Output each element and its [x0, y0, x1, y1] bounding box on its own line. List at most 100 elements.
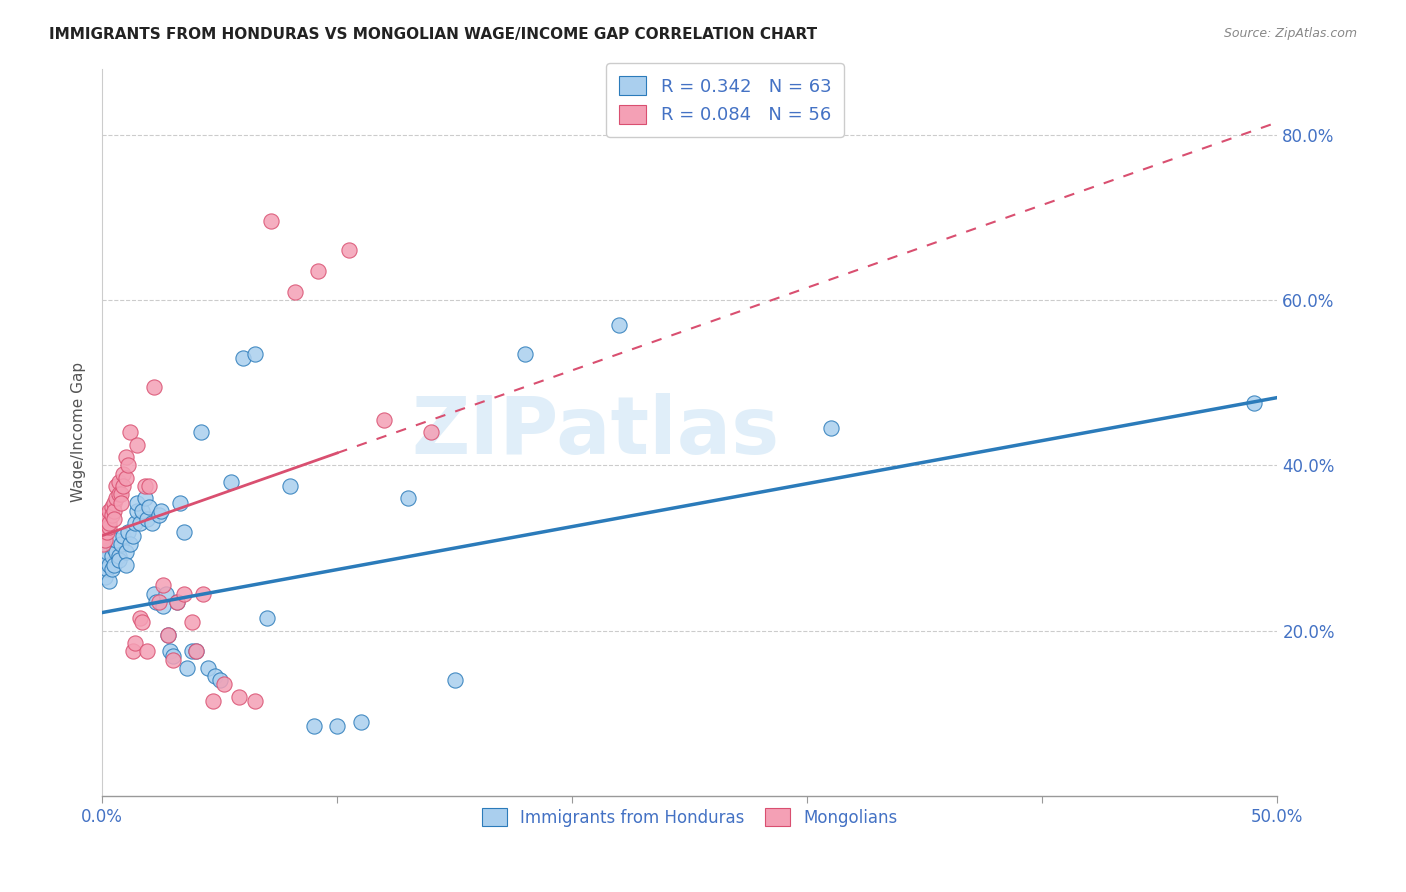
Point — [396, 491, 419, 506]
Point — [350, 714, 373, 729]
Point — [128, 611, 150, 625]
Point — [166, 595, 188, 609]
Point — [98, 516, 121, 531]
Point — [110, 487, 132, 501]
Point — [135, 644, 157, 658]
Point — [96, 512, 118, 526]
Point — [157, 628, 180, 642]
Point — [103, 504, 125, 518]
Point — [114, 558, 136, 572]
Point — [221, 475, 243, 489]
Text: ZIPatlas: ZIPatlas — [412, 393, 780, 471]
Point — [176, 661, 198, 675]
Point — [149, 504, 172, 518]
Point — [159, 644, 181, 658]
Point — [193, 586, 215, 600]
Point — [114, 471, 136, 485]
Point — [204, 669, 226, 683]
Point — [98, 558, 121, 572]
Point — [127, 504, 149, 518]
Point — [373, 413, 395, 427]
Point — [100, 549, 122, 564]
Point — [169, 495, 191, 509]
Point — [96, 545, 118, 559]
Point — [110, 537, 132, 551]
Point — [112, 467, 135, 481]
Point — [173, 586, 195, 600]
Point — [138, 500, 160, 514]
Point — [134, 479, 156, 493]
Point — [93, 529, 115, 543]
Point — [228, 690, 250, 704]
Point — [148, 508, 170, 522]
Point — [100, 508, 122, 522]
Point — [162, 648, 184, 663]
Point — [110, 495, 132, 509]
Point — [326, 719, 349, 733]
Point — [112, 529, 135, 543]
Point — [107, 487, 129, 501]
Point — [98, 504, 121, 518]
Point — [152, 599, 174, 613]
Point — [96, 524, 118, 539]
Point — [100, 562, 122, 576]
Point — [105, 491, 128, 506]
Point — [214, 677, 236, 691]
Point — [162, 653, 184, 667]
Point — [127, 438, 149, 452]
Point — [107, 553, 129, 567]
Point — [93, 570, 115, 584]
Point — [100, 500, 122, 514]
Point — [114, 450, 136, 464]
Point — [190, 425, 212, 440]
Point — [145, 595, 167, 609]
Point — [152, 578, 174, 592]
Point — [117, 458, 139, 473]
Point — [284, 285, 307, 299]
Point — [186, 644, 208, 658]
Point — [278, 479, 301, 493]
Point — [124, 516, 146, 531]
Point — [607, 318, 630, 332]
Point — [105, 533, 128, 547]
Point — [93, 537, 115, 551]
Point — [1243, 396, 1265, 410]
Point — [96, 562, 118, 576]
Point — [121, 644, 143, 658]
Point — [128, 516, 150, 531]
Point — [107, 475, 129, 489]
Point — [134, 491, 156, 506]
Text: Source: ZipAtlas.com: Source: ZipAtlas.com — [1223, 27, 1357, 40]
Point — [243, 694, 266, 708]
Point — [141, 516, 163, 531]
Point — [98, 520, 121, 534]
Text: IMMIGRANTS FROM HONDURAS VS MONGOLIAN WAGE/INCOME GAP CORRELATION CHART: IMMIGRANTS FROM HONDURAS VS MONGOLIAN WA… — [49, 27, 817, 42]
Point — [155, 586, 177, 600]
Point — [232, 351, 254, 365]
Point — [180, 644, 202, 658]
Point — [131, 615, 153, 630]
Point — [127, 495, 149, 509]
Point — [103, 495, 125, 509]
Point — [142, 380, 165, 394]
Point — [337, 244, 360, 258]
Point — [120, 425, 142, 440]
Point — [443, 673, 465, 688]
Point — [201, 694, 224, 708]
Point — [93, 524, 115, 539]
Point — [515, 347, 537, 361]
Point — [166, 595, 188, 609]
Point — [107, 549, 129, 564]
Point — [93, 553, 115, 567]
Legend: Immigrants from Honduras, Mongolians: Immigrants from Honduras, Mongolians — [474, 800, 905, 835]
Point — [420, 425, 443, 440]
Point — [180, 615, 202, 630]
Point — [96, 508, 118, 522]
Point — [121, 529, 143, 543]
Point — [131, 504, 153, 518]
Point — [135, 512, 157, 526]
Point — [243, 347, 266, 361]
Point — [103, 558, 125, 572]
Point — [302, 719, 325, 733]
Point — [124, 636, 146, 650]
